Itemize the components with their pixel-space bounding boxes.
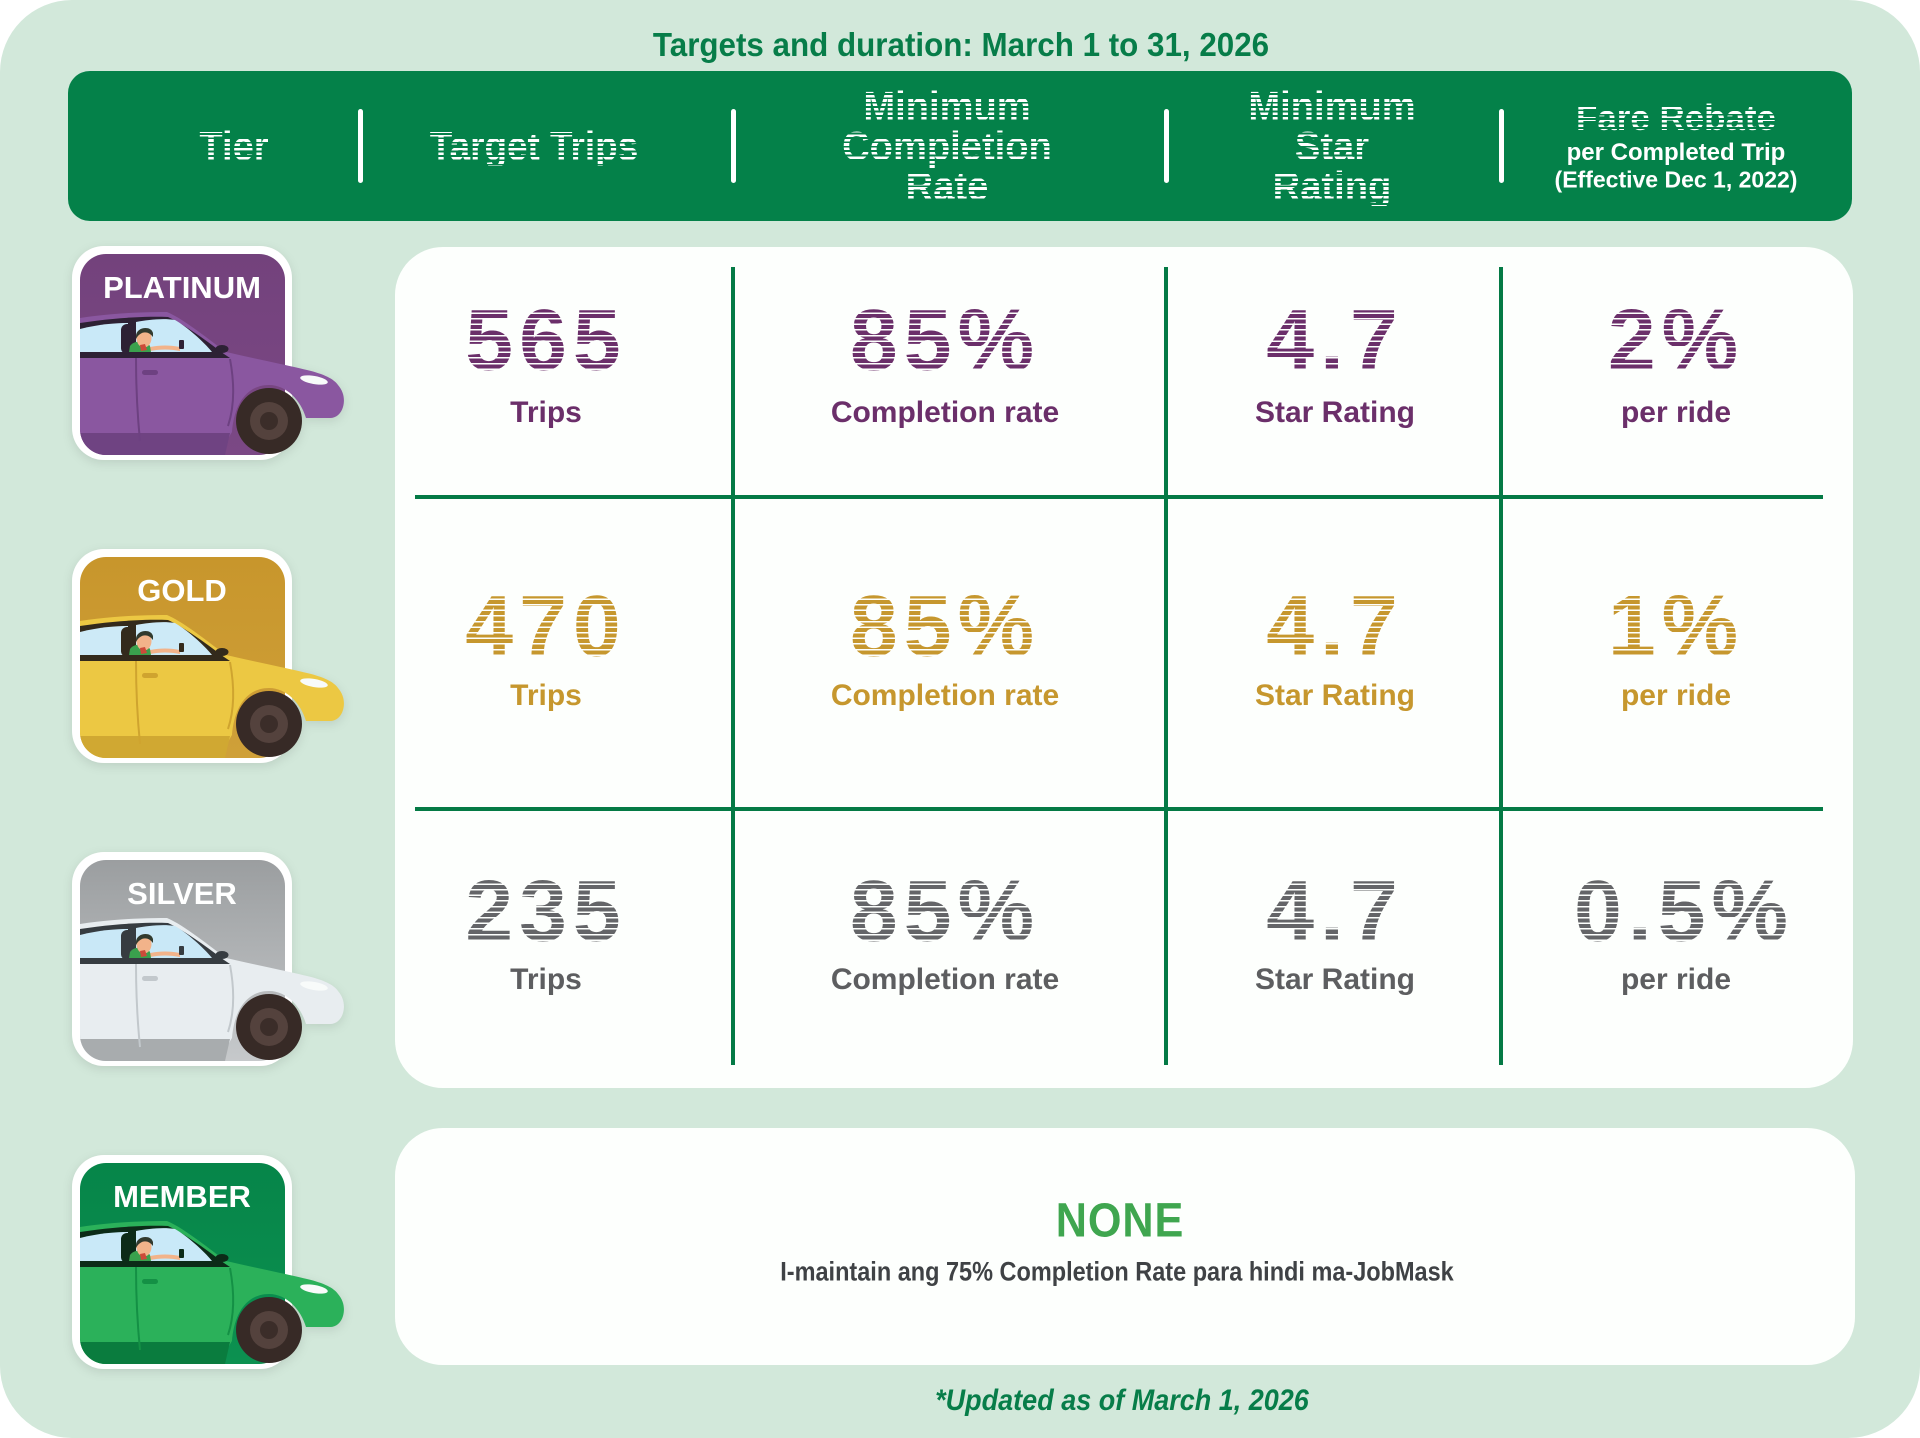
svg-text:PLATINUM: PLATINUM <box>103 270 261 305</box>
svg-text:MEMBER: MEMBER <box>113 1179 251 1214</box>
svg-text:SILVER: SILVER <box>127 876 237 911</box>
svg-text:GOLD: GOLD <box>137 573 227 608</box>
